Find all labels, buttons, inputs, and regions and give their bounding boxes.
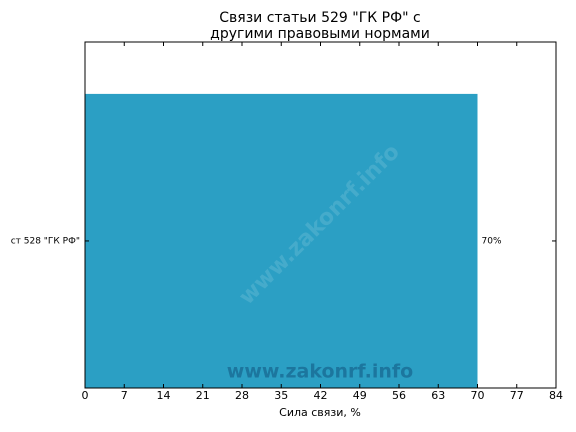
chart-title: Связи статьи 529 "ГК РФ" с bbox=[219, 10, 420, 26]
bar bbox=[85, 93, 478, 389]
plot-frame bbox=[84, 41, 557, 389]
x-tick-label: 70 bbox=[471, 389, 485, 402]
x-tick-label: 49 bbox=[353, 389, 367, 402]
x-tick-label: 7 bbox=[121, 389, 128, 402]
x-tick-label: 56 bbox=[392, 389, 406, 402]
chart-title: другими правовыми нормами bbox=[210, 26, 430, 42]
x-tick-label: 84 bbox=[549, 389, 563, 402]
x-tick-label: 63 bbox=[431, 389, 445, 402]
x-tick-label: 42 bbox=[314, 389, 328, 402]
x-tick-label: 21 bbox=[196, 389, 210, 402]
x-tick-label: 28 bbox=[235, 389, 249, 402]
x-tick-label: 35 bbox=[274, 389, 288, 402]
x-tick-label: 0 bbox=[82, 389, 89, 402]
x-tick-label: 14 bbox=[157, 389, 171, 402]
x-axis-label: Сила связи, % bbox=[279, 406, 361, 419]
watermark: www.zakonrf.info bbox=[227, 361, 413, 383]
x-tick-label: 77 bbox=[510, 389, 524, 402]
value-label: 70% bbox=[482, 236, 502, 246]
y-tick-label: ст 528 "ГК РФ" bbox=[11, 236, 80, 246]
